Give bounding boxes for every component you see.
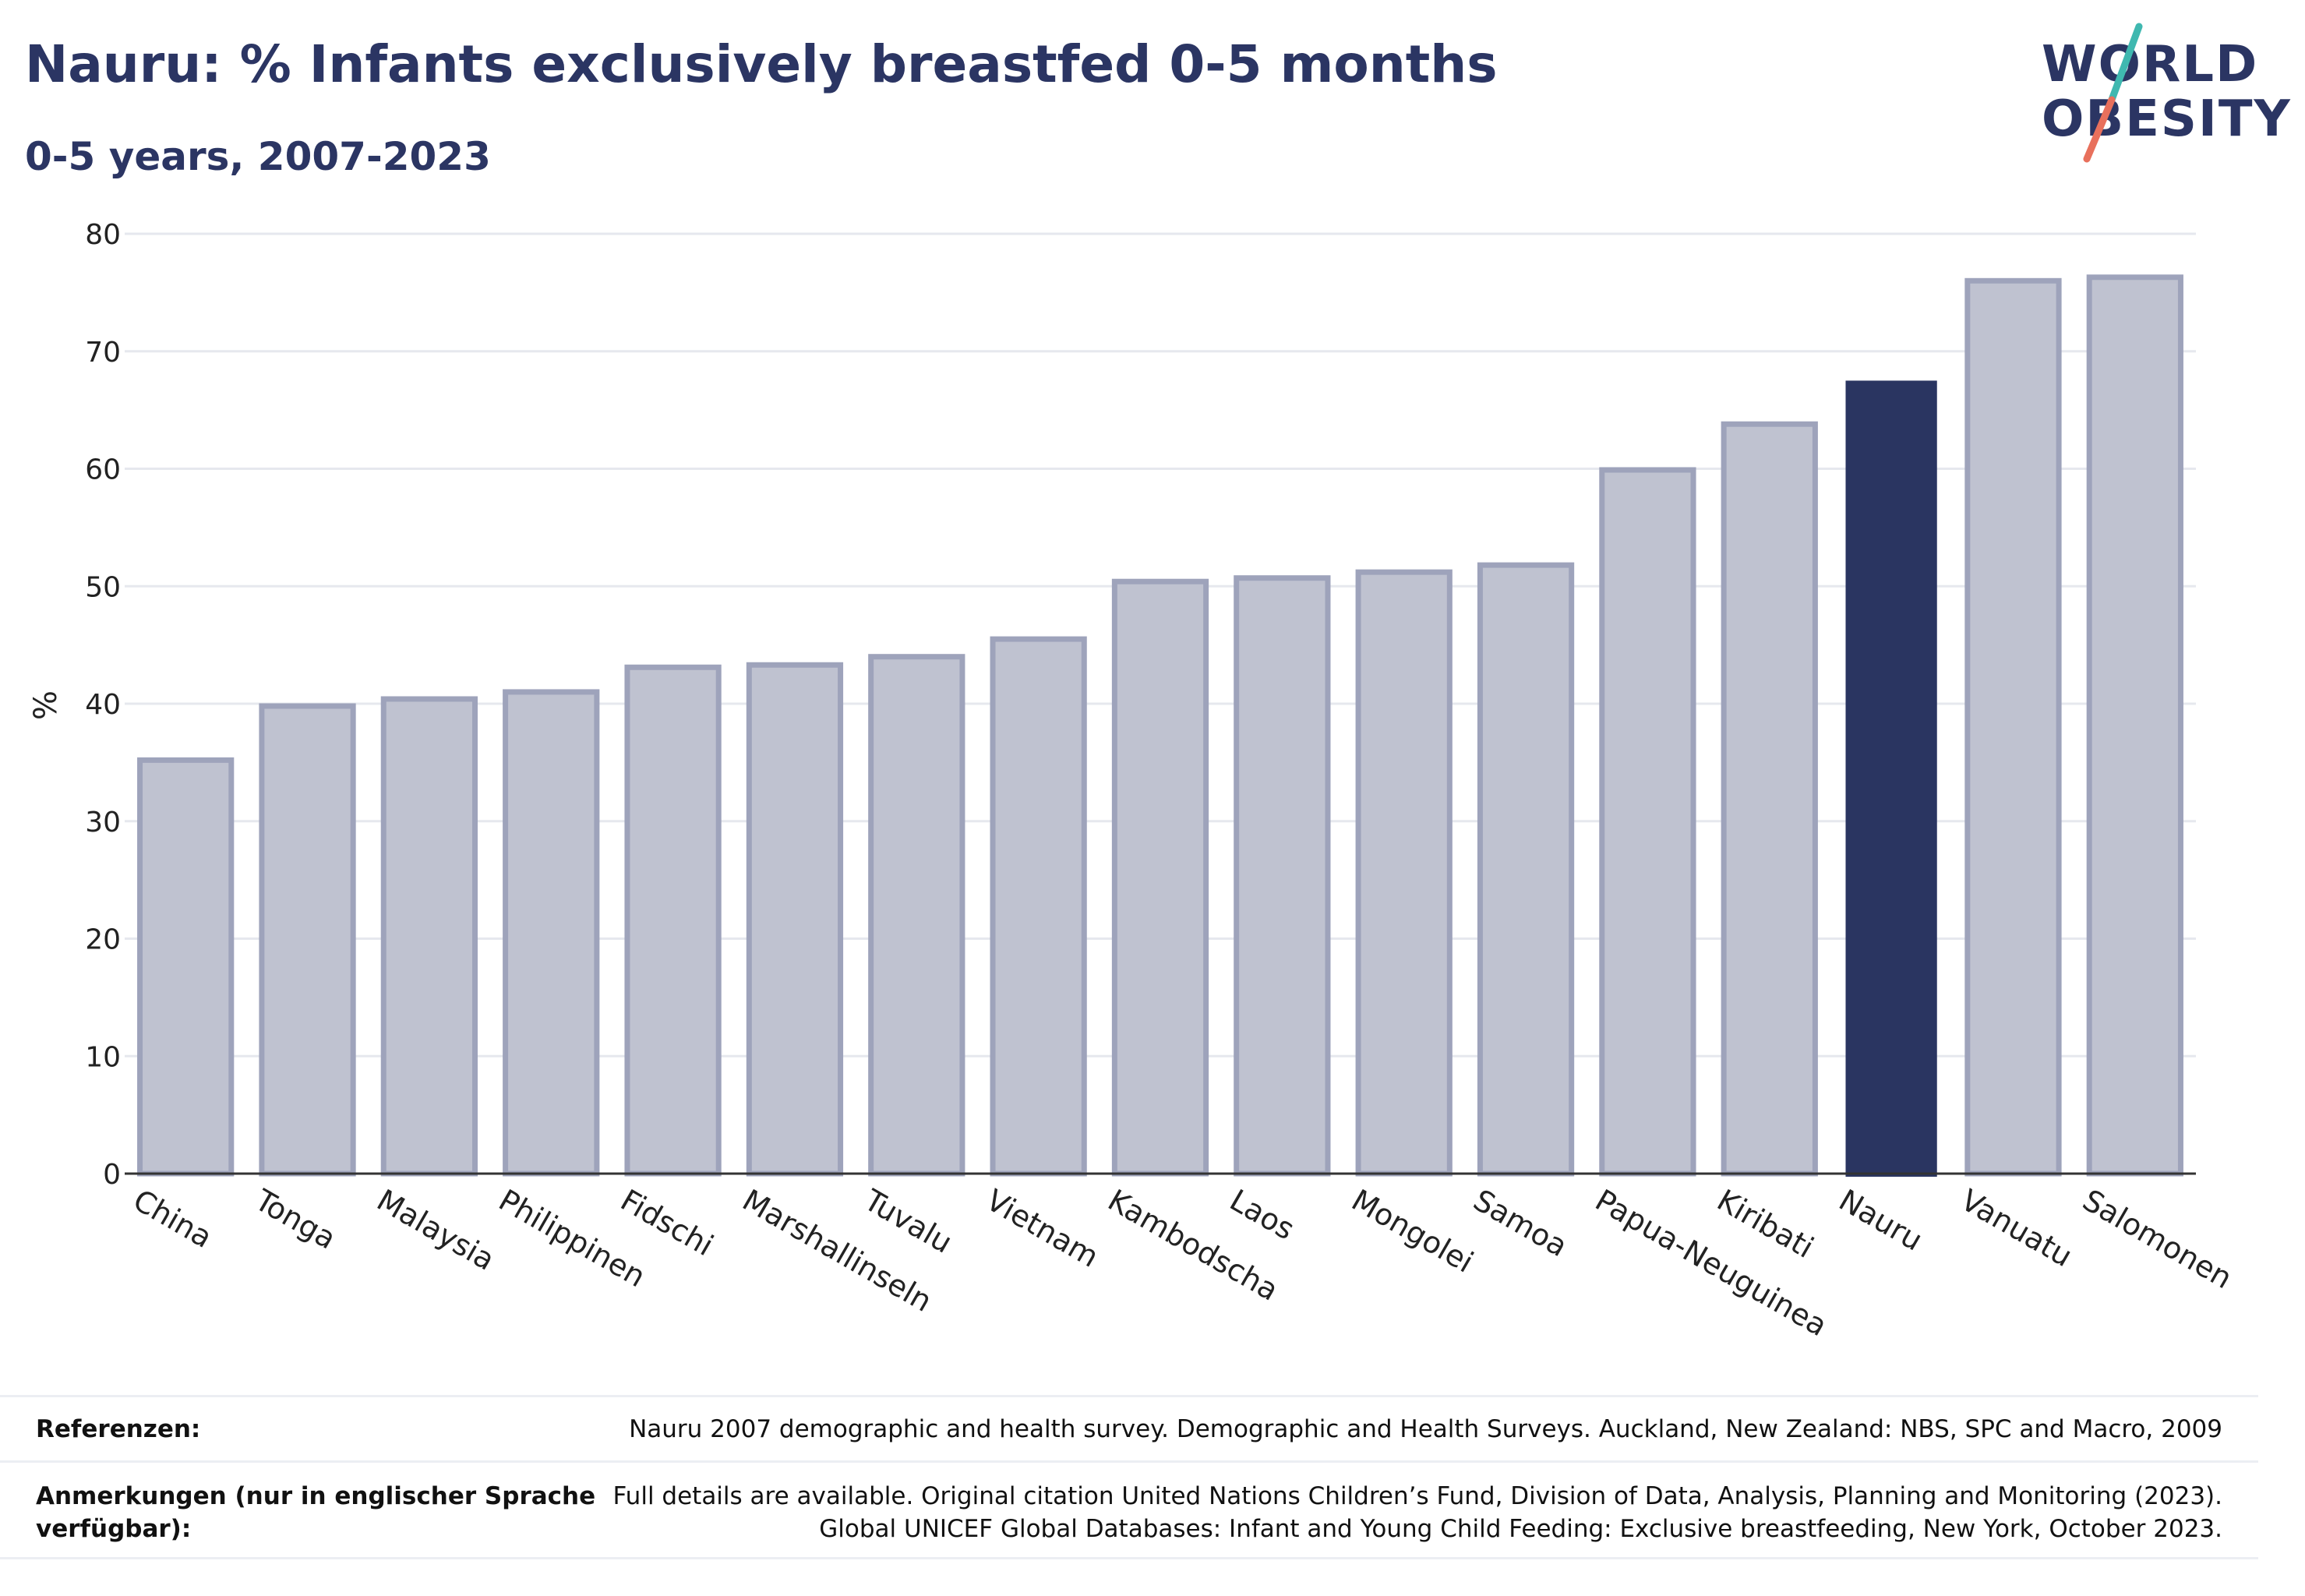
bar-marshallinseln [746, 662, 844, 1177]
x-category-label: Nauru [1834, 1183, 1929, 1258]
bar-kiribati [1721, 421, 1818, 1177]
x-category-label: Laos [1224, 1183, 1301, 1247]
bar-malaysia [380, 696, 478, 1177]
bar-nauru [1845, 380, 1937, 1177]
bar-salomonen [2086, 274, 2183, 1177]
bar-laos [1234, 575, 1331, 1177]
x-category-label: Samoa [1468, 1183, 1573, 1264]
bar-papua-neuguinea [1599, 467, 1696, 1177]
y-tick-label: 80 [85, 219, 121, 251]
y-tick-label: 50 [85, 571, 121, 603]
chart-subtitle: 0-5 years, 2007-2023 [25, 134, 491, 179]
y-tick-label: 60 [85, 454, 121, 486]
chart-title: Nauru: % Infants exclusively breastfed 0… [25, 34, 1498, 94]
y-tick-label: 40 [85, 689, 121, 721]
bar-kambodscha [1111, 578, 1209, 1177]
footer-references-row: Referenzen: Nauru 2007 demographic and h… [0, 1395, 2258, 1463]
y-tick-label: 70 [85, 337, 121, 369]
bar-philippinen [503, 689, 600, 1177]
x-category-label: Malaysia [371, 1183, 500, 1277]
bar-fidschi [624, 664, 722, 1177]
x-category-label: Salomonen [2077, 1183, 2237, 1296]
bar-china [137, 757, 235, 1177]
references-label: Referenzen: [36, 1415, 201, 1443]
references-text: Nauru 2007 demographic and health survey… [629, 1415, 2222, 1443]
bar-vietnam [990, 636, 1087, 1177]
x-category-label: Vietnam [980, 1183, 1104, 1274]
y-tick-label: 10 [85, 1041, 121, 1073]
bar-vanuatu [1964, 277, 2062, 1177]
logo-slash-icon [2083, 23, 2143, 163]
x-category-label: China [128, 1183, 218, 1255]
y-axis-ticks: 0 10 20 30 40 50 60 70 80 [85, 219, 121, 1191]
x-category-label: Tuvalu [858, 1182, 958, 1260]
x-category-label: Vanuatu [1955, 1183, 2078, 1273]
world-obesity-logo: WORLD OBESITY [2026, 22, 2291, 170]
bar-tonga [259, 703, 356, 1177]
footer-bottom-border [0, 1557, 2258, 1559]
logo-word-obesity: OBESITY [2042, 90, 2292, 148]
bars [137, 274, 2183, 1177]
notes-label: Anmerkungen (nur in englischer Sprache v… [36, 1482, 596, 1543]
footer-notes-row: Anmerkungen (nur in englischer Sprache v… [0, 1460, 2258, 1559]
x-category-label: Fidschi [615, 1183, 719, 1263]
bar-tuvalu [868, 654, 965, 1177]
y-tick-label: 0 [103, 1159, 121, 1191]
y-axis-title: % [28, 690, 64, 720]
logo-word-world: WORLD [2042, 36, 2259, 94]
x-category-label: Tonga [249, 1182, 341, 1255]
notes-text-line1: Full details are available. Original cit… [612, 1482, 2222, 1510]
notes-text: Full details are available. Original cit… [547, 1480, 2222, 1545]
y-tick-label: 20 [85, 924, 121, 956]
bar-samoa [1477, 562, 1575, 1177]
notes-text-line2: Global UNICEF Global Databases: Infant a… [819, 1515, 2222, 1543]
y-tick-label: 30 [85, 807, 121, 839]
x-category-label: Papua-Neuguinea [1590, 1183, 1833, 1344]
x-category-label: Mongolei [1346, 1183, 1479, 1280]
bar-mongolei [1355, 569, 1453, 1177]
